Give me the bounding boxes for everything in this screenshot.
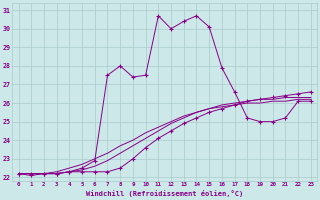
X-axis label: Windchill (Refroidissement éolien,°C): Windchill (Refroidissement éolien,°C) (86, 190, 243, 197)
